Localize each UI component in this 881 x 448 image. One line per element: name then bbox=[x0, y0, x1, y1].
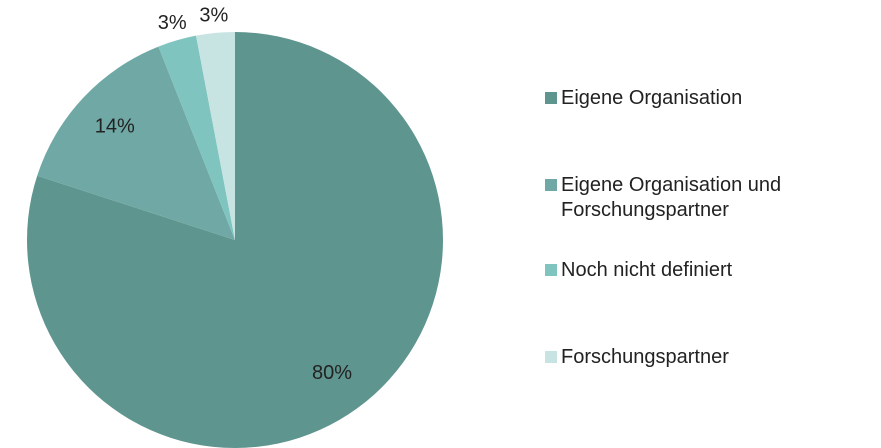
legend-swatch bbox=[545, 351, 557, 363]
legend-item: Forschungspartner bbox=[545, 345, 865, 370]
legend-label: Eigene Organisation bbox=[561, 87, 743, 109]
legend-label: Forschungspartner bbox=[561, 346, 729, 368]
legend-item: Eigene Organisation bbox=[545, 86, 865, 111]
data-label: 3% bbox=[199, 4, 228, 26]
data-label: 3% bbox=[158, 12, 187, 34]
legend-swatch bbox=[545, 179, 557, 191]
pie-slice bbox=[158, 35, 235, 241]
pie-slice bbox=[196, 32, 235, 240]
legend-swatch bbox=[545, 264, 557, 276]
legend-item: Eigene Organisation und Forschungspartne… bbox=[545, 173, 865, 223]
legend-item: Noch nicht definiert bbox=[545, 258, 865, 283]
data-label: 80% bbox=[312, 362, 352, 384]
data-label: 14% bbox=[95, 115, 135, 137]
pie-slice bbox=[37, 46, 236, 240]
legend-label: Noch nicht definiert bbox=[561, 259, 733, 281]
legend-label: Eigene Organisation und Forschungspartne… bbox=[561, 174, 782, 221]
legend-swatch bbox=[545, 92, 557, 104]
